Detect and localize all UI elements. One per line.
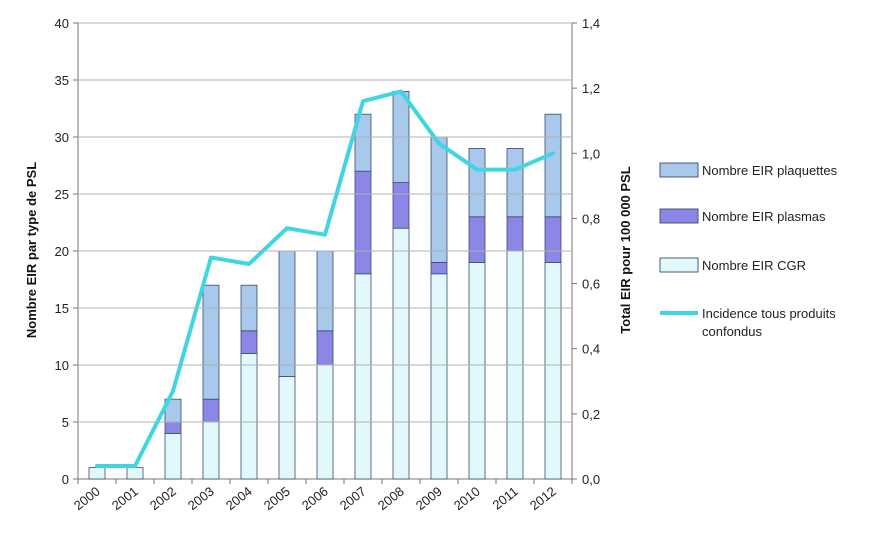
legend-swatch [659,208,699,224]
legend-label: Nombre EIR plasmas [702,209,826,224]
bar-segment [468,261,486,480]
bar-segment [544,261,562,480]
bar-segment [278,250,296,377]
x-tick-label: 2006 [299,484,331,514]
y2-tick-label: 0,8 [582,211,600,226]
legend-label: Incidence tous produits [702,306,836,321]
x-tick-label: 2010 [451,484,483,514]
bar-segment [506,147,524,218]
bar-segment [240,330,258,354]
bar-segment [278,375,296,480]
bar-segment [316,330,334,366]
x-tick-label: 2000 [71,484,103,514]
y-tick-label: 25 [55,187,69,202]
x-tick-label: 2009 [413,484,445,514]
bar-segment [468,216,486,263]
y-tick-label: 0 [62,472,69,487]
bar-segment [164,421,182,434]
x-tick-label: 2005 [261,484,293,514]
bar-segment [392,227,410,480]
y2-tick-label: 0,0 [582,472,600,487]
bar-segment [202,398,220,423]
legend-swatch [659,162,699,178]
y2-tick-label: 0,2 [582,407,600,422]
bar-segment [506,216,524,252]
y2-tick-label: 1,2 [582,81,600,96]
x-tick-label: 2012 [527,484,559,514]
bar-segment [468,147,486,218]
bar-segment [430,273,448,480]
y-tick-label: 35 [55,73,69,88]
x-tick-label: 2004 [223,484,255,514]
bar-segment [202,284,220,400]
line-layer [95,89,555,468]
bar-segment [316,250,334,332]
y-tick-label: 30 [55,130,69,145]
bar-segment [354,170,372,275]
bar-segment [88,467,106,480]
y2-tick-label: 0,4 [582,342,600,357]
incidence-line [95,89,555,468]
bar-segment [354,113,372,172]
bar-segment [430,136,448,263]
bar-segment [544,216,562,263]
right-axis: 0,0 0,2 0,4 0,6 0,8 1,0 1,2 1,4 [572,16,600,487]
bar-segment [544,113,562,218]
y2-axis-title: Total EIR pour 100 000 PSL [618,166,633,333]
y-tick-label: 20 [55,244,69,259]
x-axis: 2000 2001 2002 2003 2004 2005 2006 2007 2008 2009… [71,479,573,514]
x-tick-label: 2003 [185,484,217,514]
bar-segment [392,182,410,229]
y2-tick-label: 1,4 [582,16,600,31]
x-tick-label: 2001 [109,484,141,514]
x-tick-label: 2007 [337,484,369,514]
bar-segment [240,353,258,480]
y-tick-label: 5 [62,415,69,430]
y2-tick-label: 0,6 [582,277,600,292]
bar-segment [354,273,372,480]
bar-segment [164,432,182,480]
y-tick-label: 15 [55,301,69,316]
bar-segment [126,467,144,480]
x-tick-label: 2011 [490,484,521,513]
bar-segment [430,261,448,275]
y-tick-label: 10 [55,358,69,373]
y-axis-title: Nombre EIR par type de PSL [24,162,39,338]
x-tick-label: 2008 [375,484,407,514]
y2-tick-label: 1,0 [582,146,600,161]
left-axis: 0 5 10 15 20 25 30 35 40 [55,16,572,487]
legend-label: Nombre EIR plaquettes [702,163,838,178]
legend-swatch [659,257,699,273]
legend-label: Nombre EIR CGR [702,258,806,273]
x-tick-label: 2002 [147,484,179,514]
legend-label: confondus [702,324,762,339]
bar-segment [202,421,220,480]
y-tick-label: 40 [55,16,69,31]
legend: Nombre EIR plaquettes Nombre EIR plasmas N… [659,162,838,339]
